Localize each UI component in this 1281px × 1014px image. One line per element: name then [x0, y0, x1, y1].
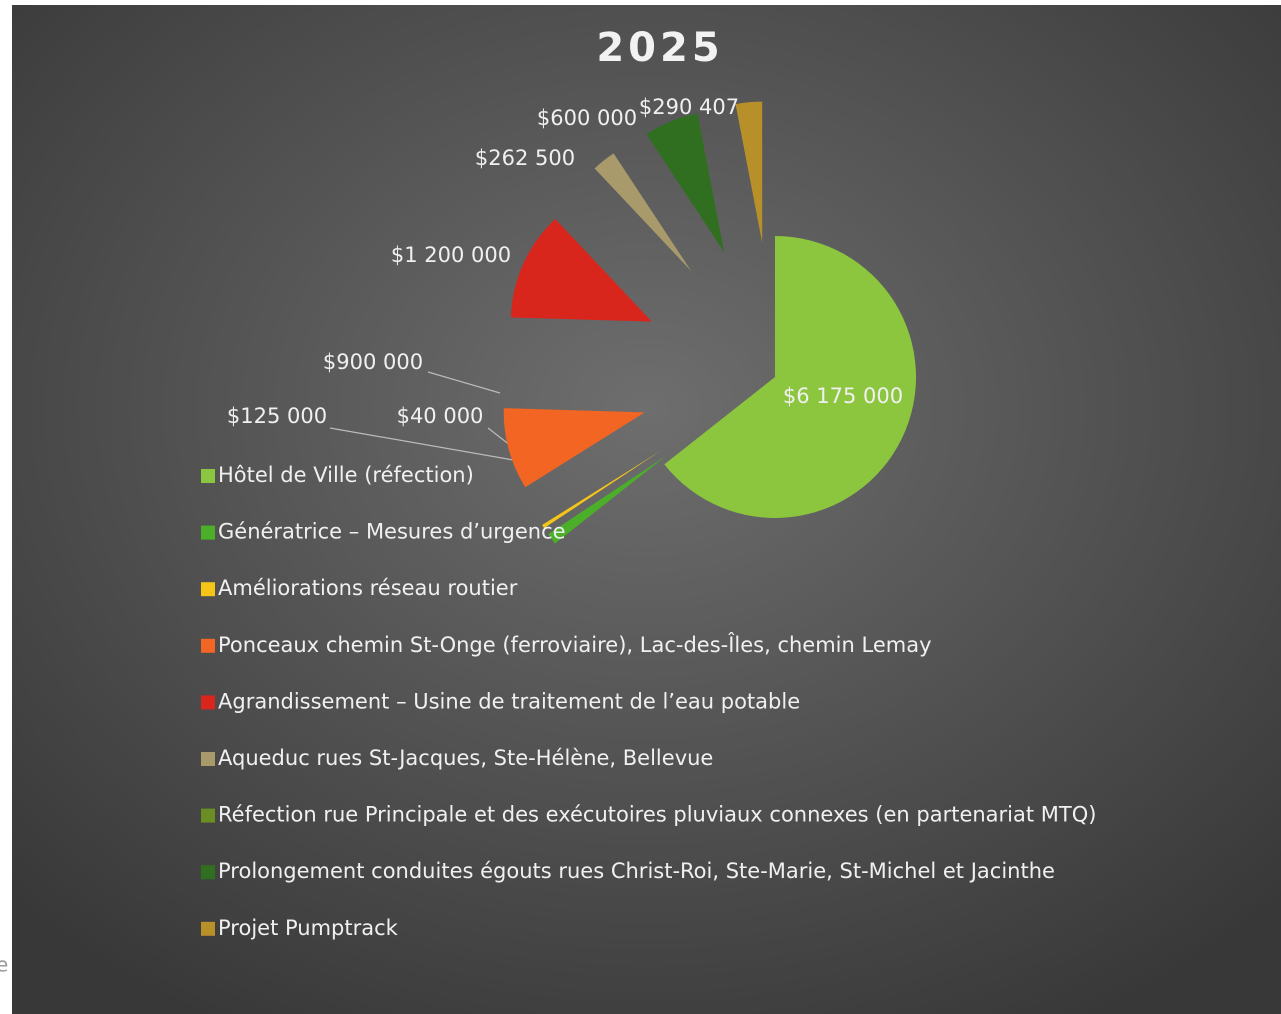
pie-slice [594, 153, 692, 272]
data-label: $1 200 000 [391, 243, 511, 267]
pie-slice [548, 456, 666, 544]
data-label: $262 500 [475, 146, 575, 170]
pie-slice [503, 408, 645, 488]
legend-swatch [201, 752, 215, 766]
legend-label: Aqueduc rues St-Jacques, Ste-Hélène, Bel… [218, 746, 713, 770]
legend-label: Réfection rue Principale et des exécutoi… [218, 803, 1096, 827]
leader-line [329, 427, 537, 465]
legend-swatch [201, 525, 215, 540]
pie-slice [664, 236, 916, 518]
data-label: $6 175 000 [783, 384, 903, 408]
legend-label: Ponceaux chemin St-Onge (ferroviaire), L… [218, 632, 932, 657]
pie-slice [542, 450, 662, 529]
legend-swatch [201, 695, 215, 710]
data-label: $40 000 [397, 404, 484, 428]
legend-swatch [201, 921, 215, 936]
chart-background [12, 5, 1281, 1014]
legend-label: Agrandissement – Usine de traitement de … [218, 689, 800, 713]
legend-label: Prolongement conduites égouts rues Chris… [218, 859, 1055, 883]
pie-slice [735, 101, 763, 243]
legend-swatch [201, 469, 215, 483]
data-label: $600 000 [537, 106, 637, 130]
legend-swatch [201, 808, 215, 823]
legend-label: Améliorations réseau routier [218, 576, 518, 600]
side-fragment: e [0, 953, 8, 977]
data-label: $900 000 [323, 350, 423, 374]
chart-title: 2025 [596, 25, 723, 71]
legend-swatch [201, 865, 215, 880]
legend-swatch [201, 582, 215, 597]
legend-swatch [201, 638, 215, 653]
legend-label: Hôtel de Ville (réfection) [218, 463, 474, 487]
pie-slice [646, 113, 725, 252]
pie-slice [510, 218, 652, 322]
leader-line [427, 371, 501, 394]
legend-label: Génératrice – Mesures d’urgence [218, 520, 566, 544]
data-label: $125 000 [227, 404, 327, 428]
data-label: $290 407 [639, 95, 739, 119]
legend-label: Projet Pumptrack [218, 916, 399, 940]
